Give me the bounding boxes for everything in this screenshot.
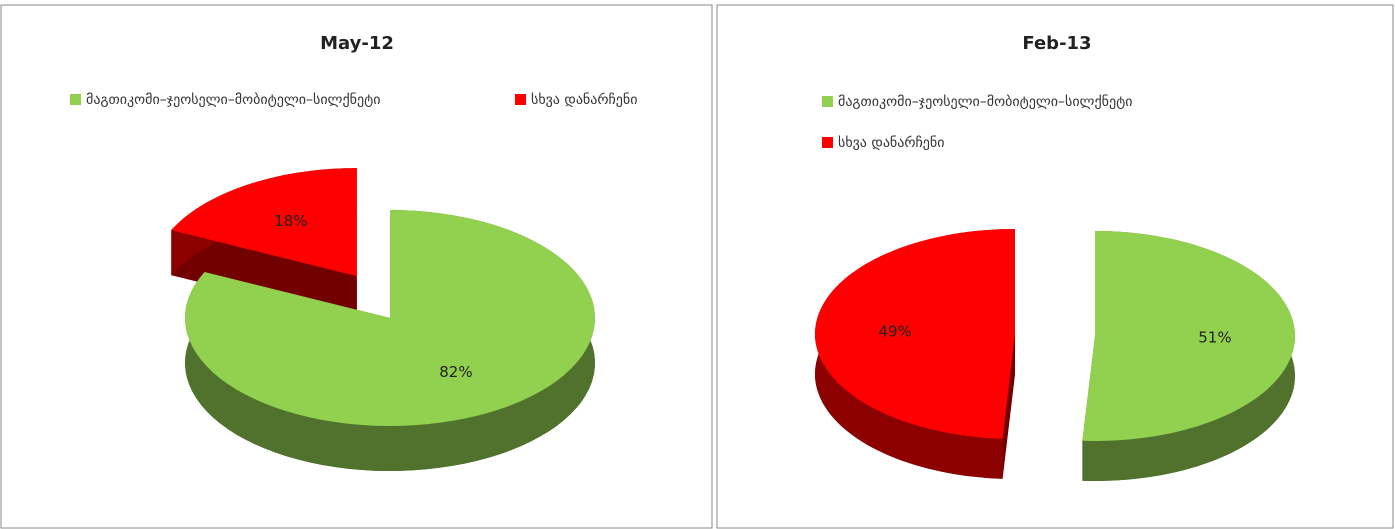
legend-label: მაგთიკომი–ჯეოსელი–მობიტელი–სილქნეტი	[86, 92, 380, 108]
legend-swatch	[822, 137, 833, 148]
slice	[185, 210, 595, 426]
legend-swatch	[70, 94, 81, 105]
data-label: 18%	[274, 212, 307, 230]
legend-label: მაგთიკომი–ჯეოსელი–მობიტელი–სილქნეტი	[838, 94, 1132, 110]
data-label: 82%	[439, 363, 472, 381]
slice-edge	[1002, 334, 1015, 479]
legend-swatch	[822, 96, 833, 107]
legend-swatch	[515, 94, 526, 105]
data-label: 51%	[1198, 328, 1231, 346]
slice	[171, 168, 357, 277]
chart-title: Feb-13	[1022, 33, 1091, 54]
panel	[716, 4, 1394, 529]
chart-title: May-12	[320, 33, 394, 54]
data-label: 49%	[878, 323, 911, 341]
legend-label: სხვა დანარჩენი	[838, 134, 944, 151]
slice	[1082, 231, 1295, 441]
legend-label: სხვა დანარჩენი	[531, 91, 637, 108]
slice	[815, 229, 1015, 439]
